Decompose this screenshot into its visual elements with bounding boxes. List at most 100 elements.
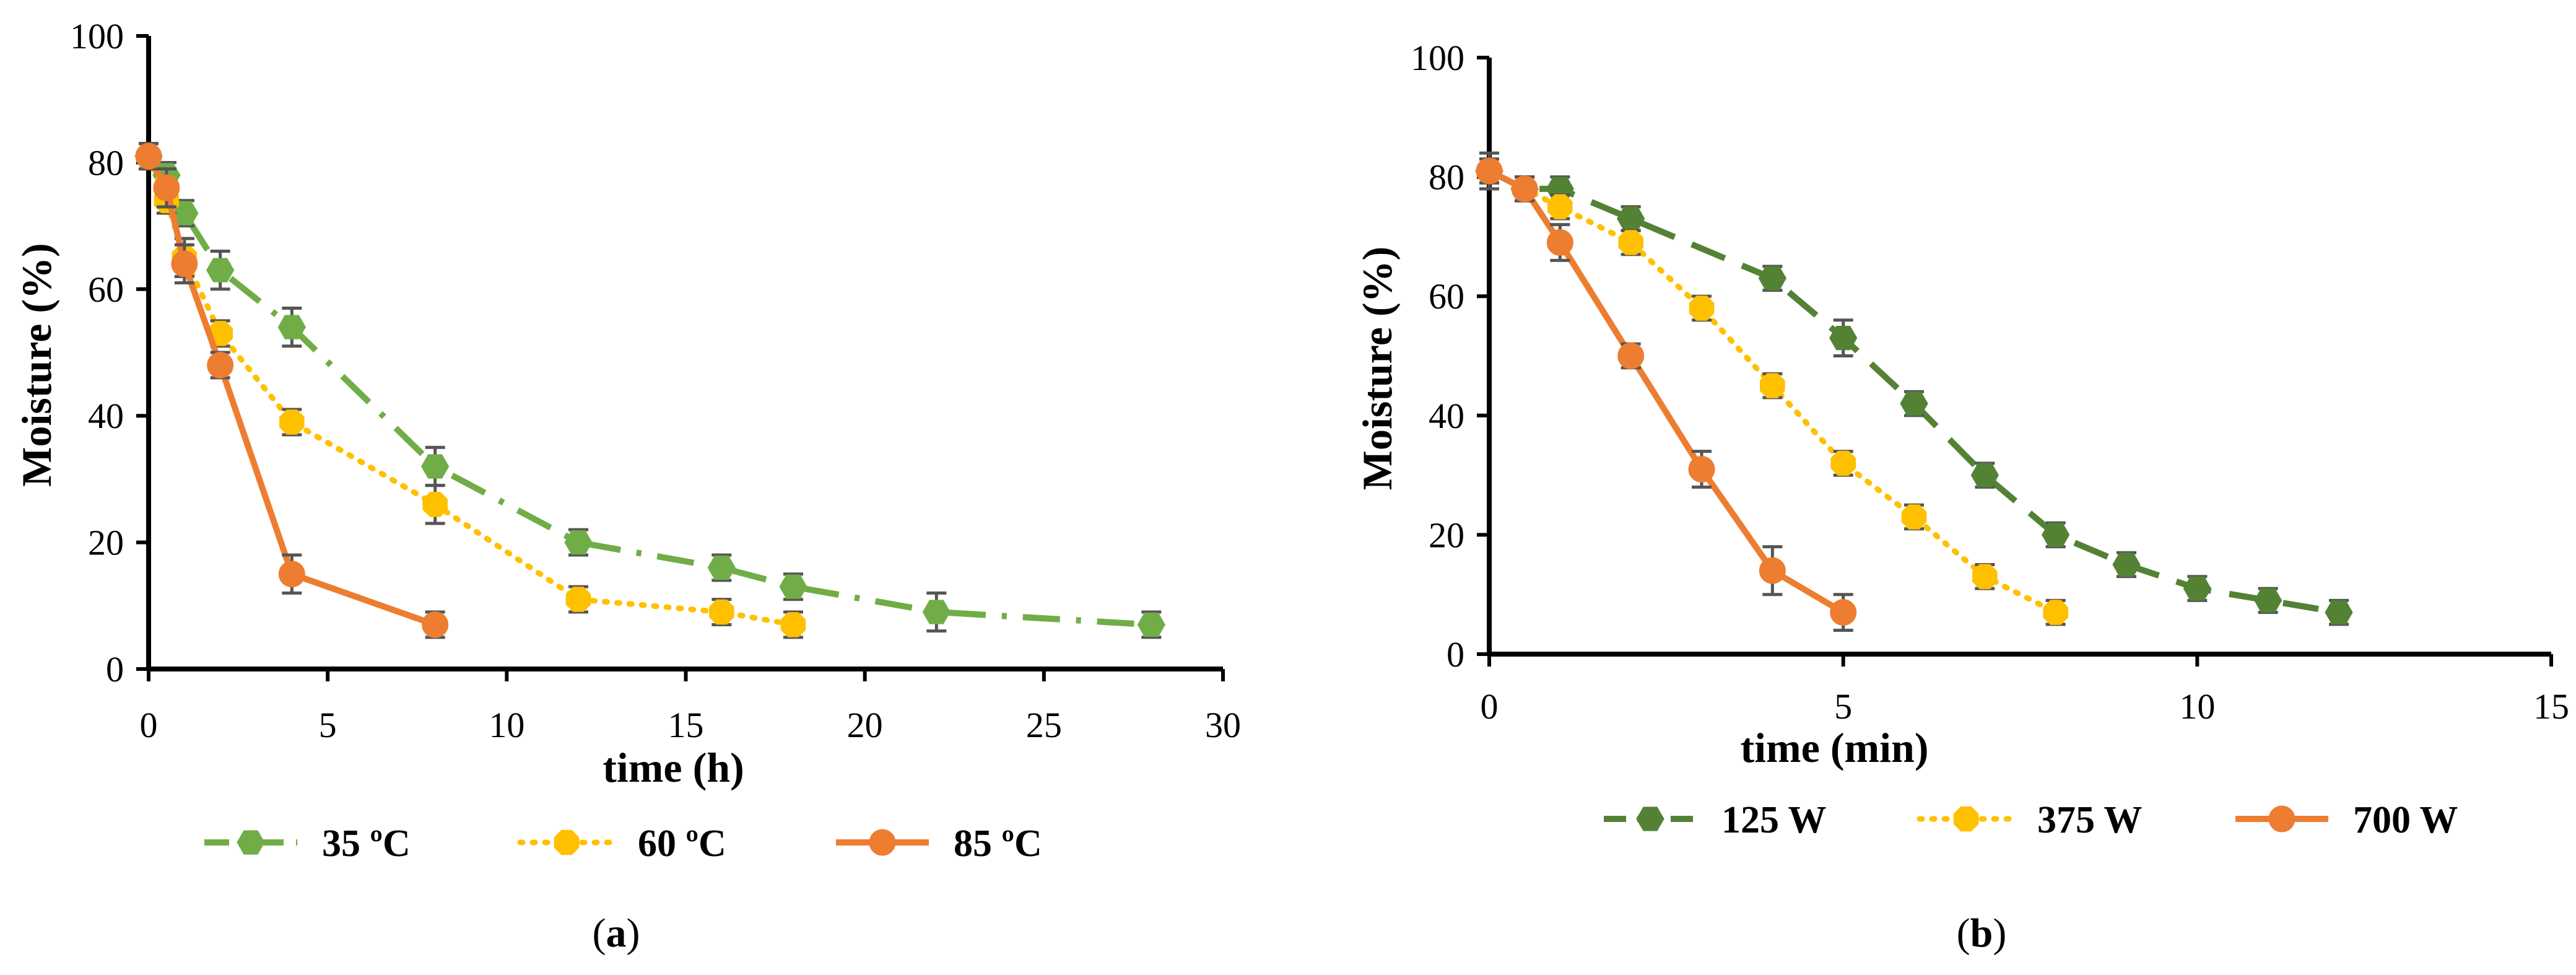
y-axis-title: Moisture (%) [13, 243, 60, 486]
legend-label: 60 ºC [638, 823, 726, 865]
x-tick-label: 0 [1481, 686, 1499, 727]
y-tick-label: 0 [1447, 634, 1464, 675]
legend-marker [2268, 805, 2295, 833]
series-700-w [1476, 157, 1857, 632]
y-tick-label: 60 [88, 269, 124, 310]
data-point [153, 174, 180, 201]
data-point [2183, 576, 2211, 601]
legend-entry: 125 W [1604, 799, 1826, 841]
x-tick-label: 10 [489, 705, 524, 745]
legend-marker [554, 829, 580, 855]
series-line [146, 153, 796, 627]
data-point [207, 351, 234, 378]
data-point [780, 612, 806, 637]
legend-marker [1953, 806, 1979, 832]
data-point [2043, 600, 2068, 625]
data-point [171, 250, 198, 278]
data-point [135, 142, 162, 170]
series-375-w [1476, 157, 2068, 626]
data-point [1972, 564, 1998, 590]
data-point [278, 561, 305, 588]
y-tick-label: 20 [88, 523, 124, 563]
data-point [1617, 343, 1645, 369]
data-point [1830, 450, 1856, 476]
data-point [565, 587, 591, 612]
legend-label: 375 W [2037, 799, 2142, 841]
x-tick-label: 0 [140, 705, 158, 745]
data-point [1547, 194, 1573, 219]
legend-marker [237, 830, 265, 855]
x-tick-label: 5 [319, 705, 337, 745]
data-point [1829, 326, 1858, 351]
y-tick-label: 40 [88, 396, 124, 436]
legend-entry: 700 W [2235, 799, 2458, 841]
legend-marker [1636, 807, 1664, 831]
data-point [2112, 553, 2141, 577]
data-point [1758, 266, 1786, 291]
data-point [779, 574, 807, 599]
x-tick-label: 5 [1834, 686, 1852, 727]
series-125-w [1475, 151, 2353, 626]
data-point [1618, 230, 1643, 255]
series-line [1487, 168, 1845, 615]
x-tick-label: 10 [2179, 686, 2215, 727]
chart-panel-a: 0 20 40 60 80 100 0 5 10 15 20 25 30 time (h) Moisture… [13, 16, 1241, 956]
x-tick-label: 15 [668, 705, 704, 745]
data-point [922, 600, 951, 624]
data-point [2254, 588, 2282, 613]
data-point [2042, 522, 2070, 547]
x-axis-title: time (h) [603, 744, 744, 791]
y-tick-label: 100 [1411, 38, 1464, 78]
legend-label: 125 W [1721, 799, 1826, 841]
legend-entry: 60 ºC [517, 823, 726, 865]
x-tick-label: 30 [1205, 705, 1241, 745]
data-point [422, 611, 449, 638]
x-tick-label: 20 [847, 705, 883, 745]
data-point [1511, 175, 1538, 203]
legend-label: 35 ºC [322, 823, 411, 865]
data-point [1759, 557, 1786, 584]
x-tick-label: 15 [2533, 686, 2569, 727]
legend-marker [869, 829, 896, 856]
data-point [709, 599, 734, 625]
data-point [1689, 295, 1715, 321]
data-point [1970, 463, 1999, 488]
panel-label: (b) [1957, 911, 2007, 956]
legend-entry: 35 ºC [204, 823, 411, 865]
data-point [277, 315, 306, 339]
y-tick-label: 20 [1429, 515, 1464, 555]
series-60-c [136, 142, 806, 639]
chart-panel-b: 0 20 40 60 80 100 0 5 10 15 time (min) Moisture (%)… [1354, 38, 2569, 956]
data-point [421, 454, 450, 479]
data-point [1617, 206, 1645, 231]
y-tick-label: 80 [88, 142, 124, 183]
data-point [1760, 373, 1785, 398]
legend-label: 85 ºC [954, 823, 1042, 865]
data-point [2325, 600, 2353, 625]
data-point [1546, 229, 1573, 256]
data-point [1830, 599, 1857, 626]
y-tick-label: 0 [106, 649, 124, 689]
data-point [707, 555, 736, 580]
series-85-c [135, 142, 449, 639]
data-point [279, 409, 305, 435]
x-axis-title: time (min) [1740, 724, 1928, 771]
legend-entry: 85 ºC [836, 823, 1042, 865]
data-point [1900, 391, 1928, 416]
y-tick-label: 80 [1429, 157, 1464, 198]
data-point [1688, 455, 1715, 483]
y-tick-label: 100 [70, 16, 124, 56]
legend-label: 700 W [2353, 799, 2458, 841]
panel-label: (a) [593, 911, 640, 956]
data-point [422, 492, 448, 517]
x-tick-label: 25 [1026, 705, 1062, 745]
series-line [1486, 168, 2059, 616]
data-point [206, 258, 235, 282]
y-tick-label: 60 [1429, 276, 1464, 317]
data-point [1137, 612, 1165, 637]
data-point [1901, 504, 1927, 530]
y-axis-title: Moisture (%) [1354, 247, 1401, 490]
legend-entry: 375 W [1917, 799, 2142, 841]
data-point [1476, 157, 1503, 185]
